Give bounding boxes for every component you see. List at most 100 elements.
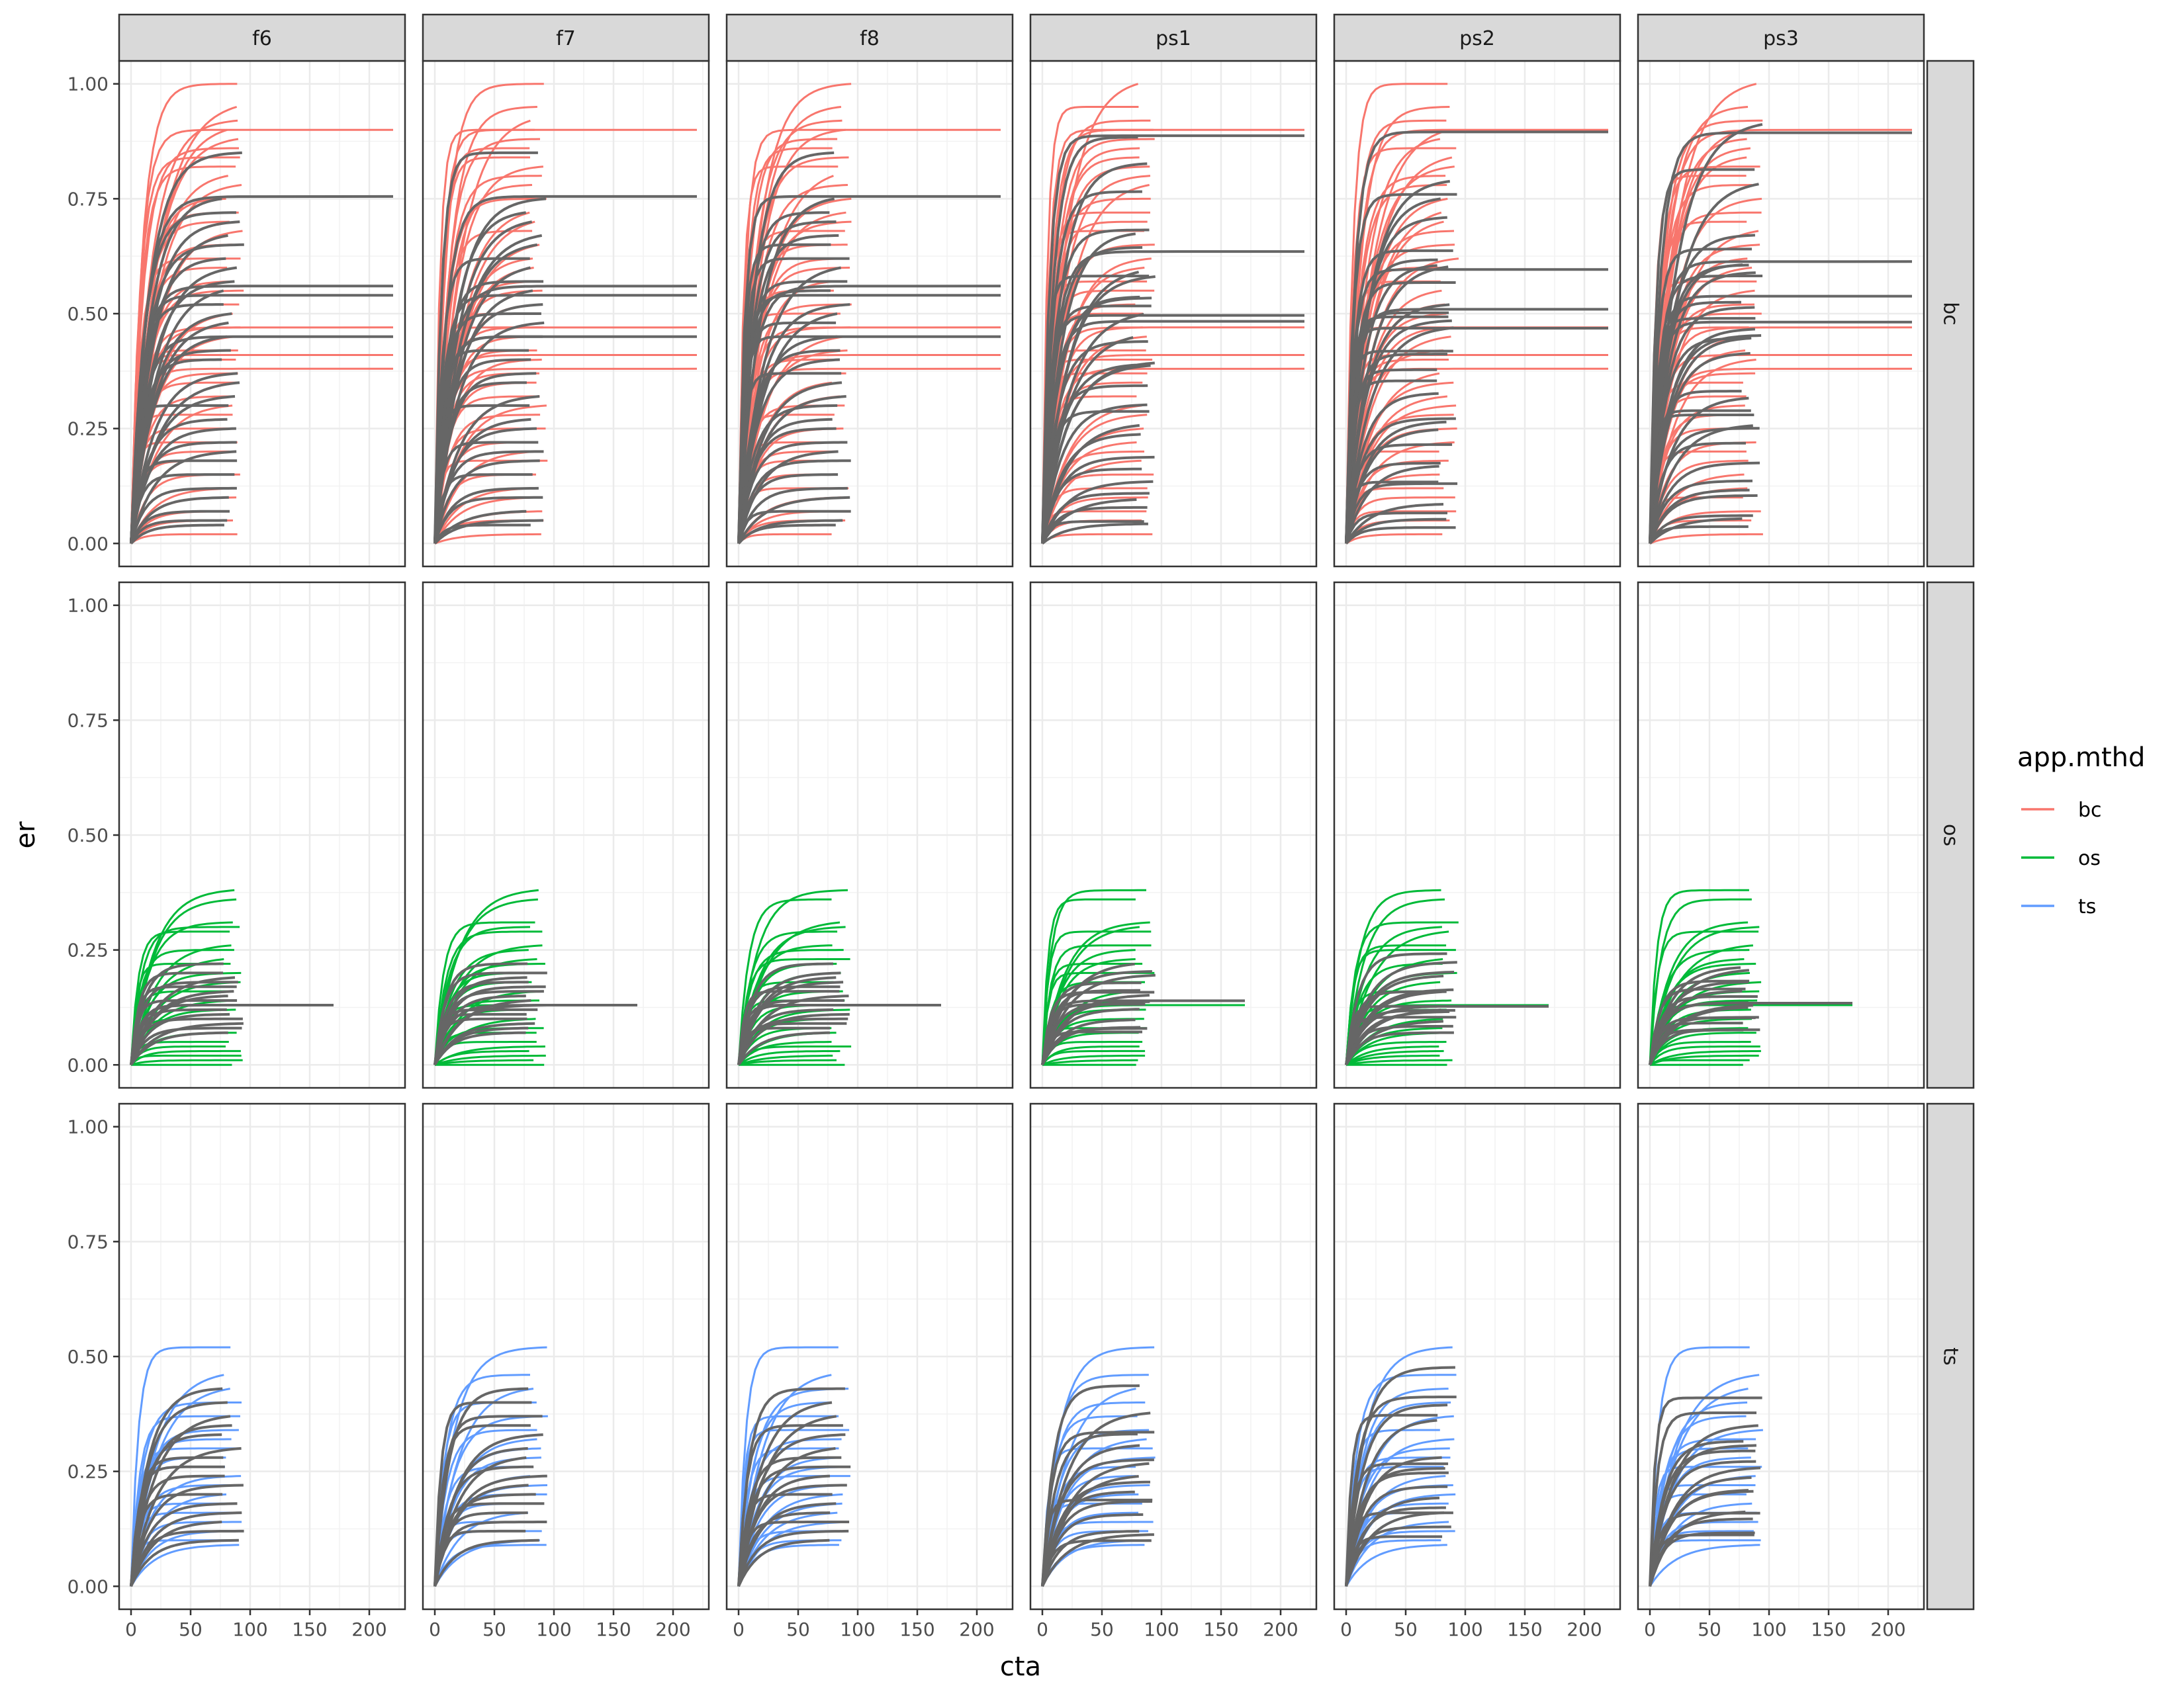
- line-overlay: [737, 1538, 830, 1587]
- line-overlay: [1041, 384, 1148, 544]
- line-ts: [1041, 1511, 1139, 1587]
- line-overlay: [1649, 1533, 1754, 1587]
- line-overlay: [1041, 1433, 1138, 1587]
- series-group-bc-f8: [737, 83, 1001, 545]
- line-overlay: [737, 1529, 849, 1587]
- line-ts: [1649, 1544, 1760, 1587]
- line-overlay: [737, 441, 848, 544]
- line-overlay-extended: [1041, 314, 1304, 544]
- line-os: [1345, 898, 1445, 1065]
- line-bc: [433, 165, 544, 544]
- line-bc: [1041, 197, 1151, 544]
- line-overlay-extended: [433, 195, 697, 544]
- line-overlay: [130, 1022, 244, 1066]
- line-bc: [1041, 106, 1139, 544]
- line-bc: [434, 533, 541, 545]
- facet-label-ps1: ps1: [1156, 27, 1191, 50]
- series-group-bc-ps3: [1649, 83, 1913, 545]
- x-tick-label: 200: [1567, 1619, 1602, 1640]
- facet-strip-ps1: [1029, 13, 1318, 62]
- line-overlay: [433, 962, 528, 1065]
- line-overlay-extended: [130, 195, 394, 544]
- line-overlay: [433, 1511, 528, 1587]
- line-overlay: [1041, 363, 1136, 544]
- line-overlay-extended: [1649, 260, 1913, 544]
- line-overlay-extended: [737, 294, 1001, 544]
- line-overlay: [1345, 1403, 1448, 1587]
- line-overlay: [433, 1465, 534, 1587]
- line-overlay: [1649, 352, 1751, 544]
- line-overlay-extended: [433, 294, 697, 544]
- line-overlay: [433, 486, 539, 544]
- y-axis-title: er: [11, 821, 41, 849]
- line-os: [1041, 963, 1143, 1065]
- line-overlay: [1649, 337, 1751, 544]
- line-overlay: [737, 459, 851, 544]
- line-overlay: [737, 349, 841, 544]
- line-overlay: [433, 1456, 527, 1587]
- line-overlay-extended: [1041, 134, 1304, 544]
- series-group-bc-f7: [433, 83, 698, 545]
- panel-border: [1637, 1102, 1925, 1611]
- line-overlay: [1345, 1419, 1437, 1587]
- line-bc: [1345, 197, 1448, 544]
- line-overlay: [1649, 300, 1741, 544]
- line-bc: [130, 147, 239, 544]
- line-overlay-extended: [433, 1004, 637, 1065]
- line-bc: [1649, 533, 1763, 545]
- line-overlay: [1345, 1462, 1449, 1587]
- line-bc: [433, 450, 536, 544]
- line-overlay: [1345, 511, 1447, 544]
- panel-border: [725, 1102, 1014, 1611]
- y-tick-label: 0.00: [68, 1054, 109, 1076]
- line-overlay-extended: [1649, 1002, 1852, 1065]
- line-overlay: [433, 1026, 529, 1066]
- facet-strip-ts: [1926, 1102, 1975, 1611]
- line-overlay: [433, 1387, 529, 1587]
- line-os: [130, 930, 230, 1065]
- line-overlay: [1345, 1485, 1448, 1587]
- line-overlay: [433, 985, 546, 1065]
- y-tick-label: 0.75: [68, 709, 109, 731]
- line-overlay: [1041, 991, 1155, 1065]
- x-tick-label: 150: [1507, 1619, 1542, 1640]
- x-tick-label: 50: [179, 1619, 203, 1640]
- line-os: [1345, 949, 1456, 1065]
- line-overlay: [737, 404, 838, 544]
- line-overlay: [1345, 315, 1449, 544]
- line-overlay: [1649, 1411, 1756, 1587]
- line-overlay: [1649, 514, 1753, 545]
- line-overlay: [1649, 441, 1747, 544]
- legend-label-os: os: [2078, 847, 2101, 870]
- line-overlay: [130, 1026, 242, 1066]
- line-overlay: [737, 1012, 850, 1066]
- line-overlay: [1345, 462, 1441, 544]
- line-overlay: [1041, 520, 1144, 545]
- line-bc: [1649, 119, 1763, 544]
- line-overlay: [737, 372, 842, 544]
- x-tick-label: 200: [655, 1619, 690, 1640]
- panel-border: [422, 581, 710, 1089]
- y-tick-label: 0.25: [68, 940, 109, 961]
- line-overlay: [737, 381, 842, 544]
- line-overlay: [130, 971, 224, 1065]
- line-overlay: [737, 335, 838, 544]
- x-tick-label: 0: [733, 1619, 745, 1640]
- line-os: [1649, 944, 1754, 1065]
- y-tick-label: 0.25: [68, 418, 109, 440]
- line-overlay: [130, 473, 235, 544]
- x-tick-label: 50: [1698, 1619, 1721, 1640]
- line-overlay: [1345, 1511, 1453, 1587]
- line-os: [433, 921, 535, 1065]
- facet-label-f6: f6: [252, 27, 272, 50]
- panel-border: [1333, 581, 1621, 1089]
- panel-border: [422, 1102, 710, 1611]
- line-bc: [1345, 487, 1444, 544]
- line-overlay: [433, 427, 537, 544]
- series-group-os-f6: [130, 889, 334, 1066]
- line-overlay: [1649, 1460, 1756, 1587]
- line-os: [738, 1049, 841, 1066]
- line-overlay: [737, 1484, 847, 1587]
- line-overlay: [1649, 995, 1758, 1065]
- line-overlay: [433, 473, 533, 544]
